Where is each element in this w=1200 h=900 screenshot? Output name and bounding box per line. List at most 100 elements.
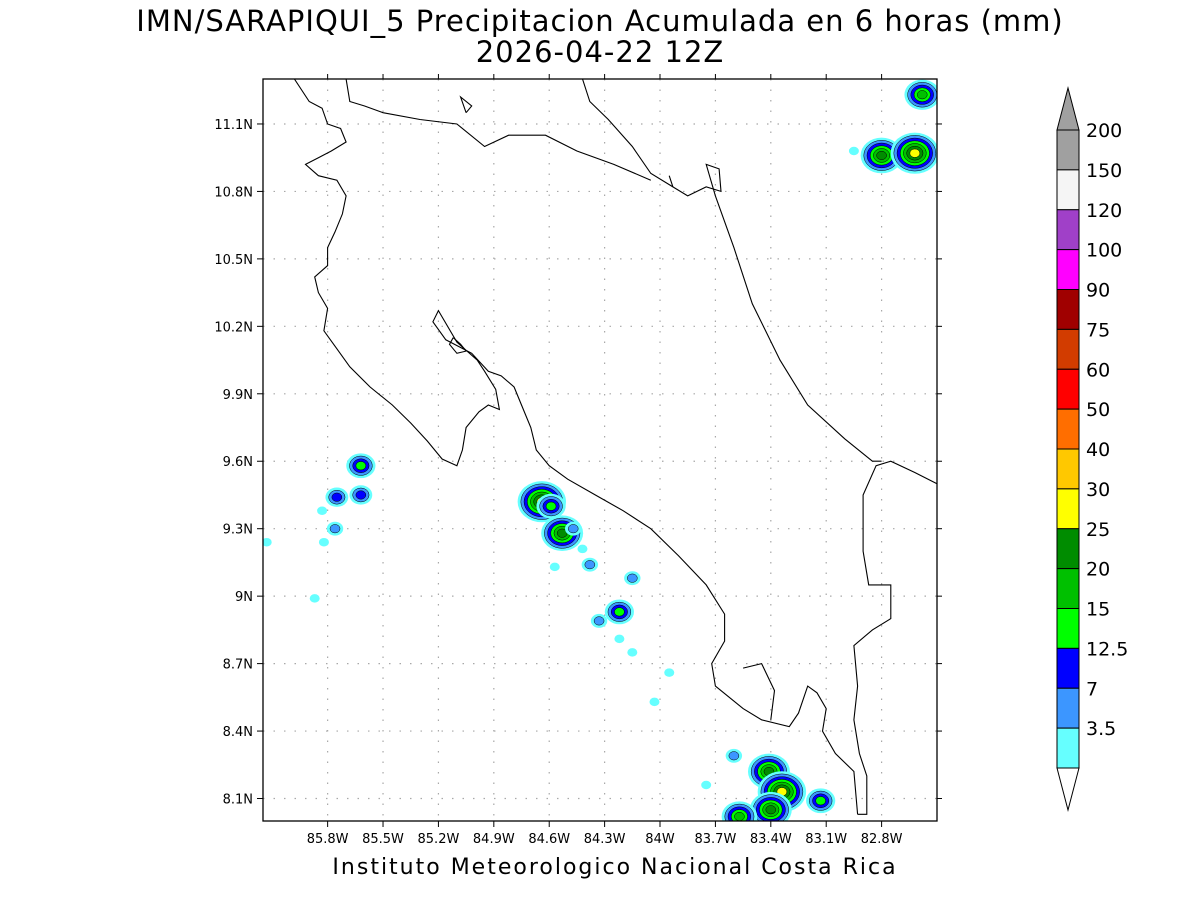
precip-cell	[346, 453, 376, 479]
precip-contour	[734, 812, 745, 821]
precip-cell	[624, 571, 641, 586]
lon-tick-label: 83.1W	[805, 832, 847, 847]
colorbar-swatch	[1056, 687, 1080, 729]
lon-tick-label: 84.9W	[473, 832, 515, 847]
colorbar-label: 60	[1086, 359, 1110, 381]
lat-tick-label: 9.9N	[223, 388, 253, 403]
colorbar-swatch	[1056, 289, 1080, 330]
institution-credit: Instituto Meteorologico Nacional Costa R…	[332, 855, 898, 880]
precip-cell	[627, 648, 638, 657]
precip-cell	[326, 521, 344, 536]
precip-cell	[701, 780, 712, 790]
colorbar-bottom-arrow	[1056, 767, 1080, 812]
lat-tick-label: 10.2N	[214, 320, 253, 335]
precip-cell	[577, 544, 588, 554]
precip-contour	[355, 490, 367, 500]
colorbar-label: 20	[1086, 559, 1110, 581]
coastline	[293, 79, 859, 815]
coastlines	[293, 79, 937, 815]
colorbar-label: 25	[1086, 519, 1110, 541]
lat-tick-label: 8.4N	[223, 725, 253, 740]
colorbar-label: 150	[1086, 160, 1122, 182]
precip-cell	[904, 79, 937, 110]
map-title: IMN/SARAPIQUI_5 Precipitacion Acumulada …	[136, 4, 1064, 38]
lon-tick-label: 84.6W	[528, 832, 570, 847]
colorbar-swatch	[1056, 727, 1080, 769]
precip-contour	[329, 524, 341, 534]
precip-contour	[909, 148, 921, 158]
precip-cell	[604, 599, 634, 625]
colorbar-label: 50	[1086, 399, 1110, 421]
lat-tick-label: 8.1N	[223, 793, 253, 808]
lat-tick-label: 10.8N	[214, 185, 253, 200]
precip-contour	[584, 560, 596, 570]
precip-cell	[890, 132, 937, 174]
coastline	[668, 175, 674, 188]
lat-tick-label: 11.1N	[214, 118, 253, 133]
precip-contour	[649, 697, 660, 707]
precip-contour	[309, 594, 320, 603]
colorbar-swatch	[1056, 488, 1080, 530]
lon-tick-label: 85.8W	[307, 832, 349, 847]
colorbar-label: 90	[1086, 280, 1110, 302]
precip-contour	[876, 150, 887, 160]
lon-tick-label: 83.7W	[695, 832, 737, 847]
precip-cell	[317, 506, 328, 515]
precip-contour	[355, 461, 367, 471]
precip-contour	[577, 544, 588, 554]
latitude-axis: 8.1N 8.4N 8.7N 9N 9.3N 9.6N 9.9N 10.2N 10.5N 10.8…	[214, 118, 942, 808]
colorbar-label: 40	[1086, 439, 1110, 461]
precip-contour	[614, 607, 625, 617]
precip-contour	[331, 492, 343, 502]
precip-contour	[318, 537, 329, 547]
precip-contour	[916, 90, 928, 100]
precip-contour	[263, 537, 272, 547]
precip-cell	[806, 788, 836, 814]
colorbar-label: 30	[1086, 479, 1110, 501]
precip-contour	[627, 648, 638, 657]
precip-contour	[614, 634, 625, 644]
precip-cell	[721, 801, 758, 821]
colorbar-swatch	[1056, 328, 1080, 370]
colorbar-swatch	[1056, 568, 1080, 609]
lon-tick-label: 85.2W	[418, 832, 460, 847]
lat-tick-label: 8.7N	[223, 658, 253, 673]
precip-contour	[549, 562, 560, 572]
precip-cell	[318, 537, 329, 547]
precip-cell	[309, 594, 320, 603]
precip-cell	[649, 697, 660, 707]
colorbar-swatch	[1056, 129, 1080, 171]
precip-cell	[325, 487, 349, 507]
precip-contour	[815, 796, 826, 806]
precipitation-contours	[263, 79, 937, 821]
precip-contour	[545, 501, 557, 511]
precip-contour	[567, 524, 579, 534]
precip-cell	[848, 146, 859, 156]
precip-cell	[664, 668, 675, 677]
colorbar-swatch	[1056, 368, 1080, 410]
precip-cell	[725, 748, 743, 763]
precip-contour	[627, 573, 638, 583]
colorbar-swatch	[1056, 528, 1080, 570]
lat-tick-label: 9N	[235, 590, 253, 605]
coastline	[742, 662, 776, 720]
colorbar-label: 15	[1086, 599, 1110, 621]
precip-cell	[614, 634, 625, 644]
precip-contour	[317, 506, 328, 515]
coastline	[853, 460, 937, 815]
precip-contour	[593, 616, 605, 626]
precip-contour	[728, 751, 740, 761]
colorbar-swatch	[1056, 608, 1080, 649]
precip-cell	[549, 562, 560, 572]
precip-contour	[664, 668, 675, 677]
colorbar-label: 100	[1086, 240, 1122, 262]
lat-tick-label: 9.3N	[223, 523, 253, 538]
precip-contour	[701, 780, 712, 790]
lat-tick-label: 9.6N	[223, 455, 253, 470]
colorbar-swatch	[1056, 448, 1080, 490]
precip-cell	[860, 137, 903, 174]
precip-contour	[848, 146, 859, 156]
coastline	[448, 337, 468, 354]
map-subtitle-date: 2026-04-22 12Z	[475, 35, 725, 69]
longitude-axis: 85.8W 85.5W 85.2W 84.9W 84.6W 84.3W 84W 83.7W 83…	[307, 74, 903, 847]
